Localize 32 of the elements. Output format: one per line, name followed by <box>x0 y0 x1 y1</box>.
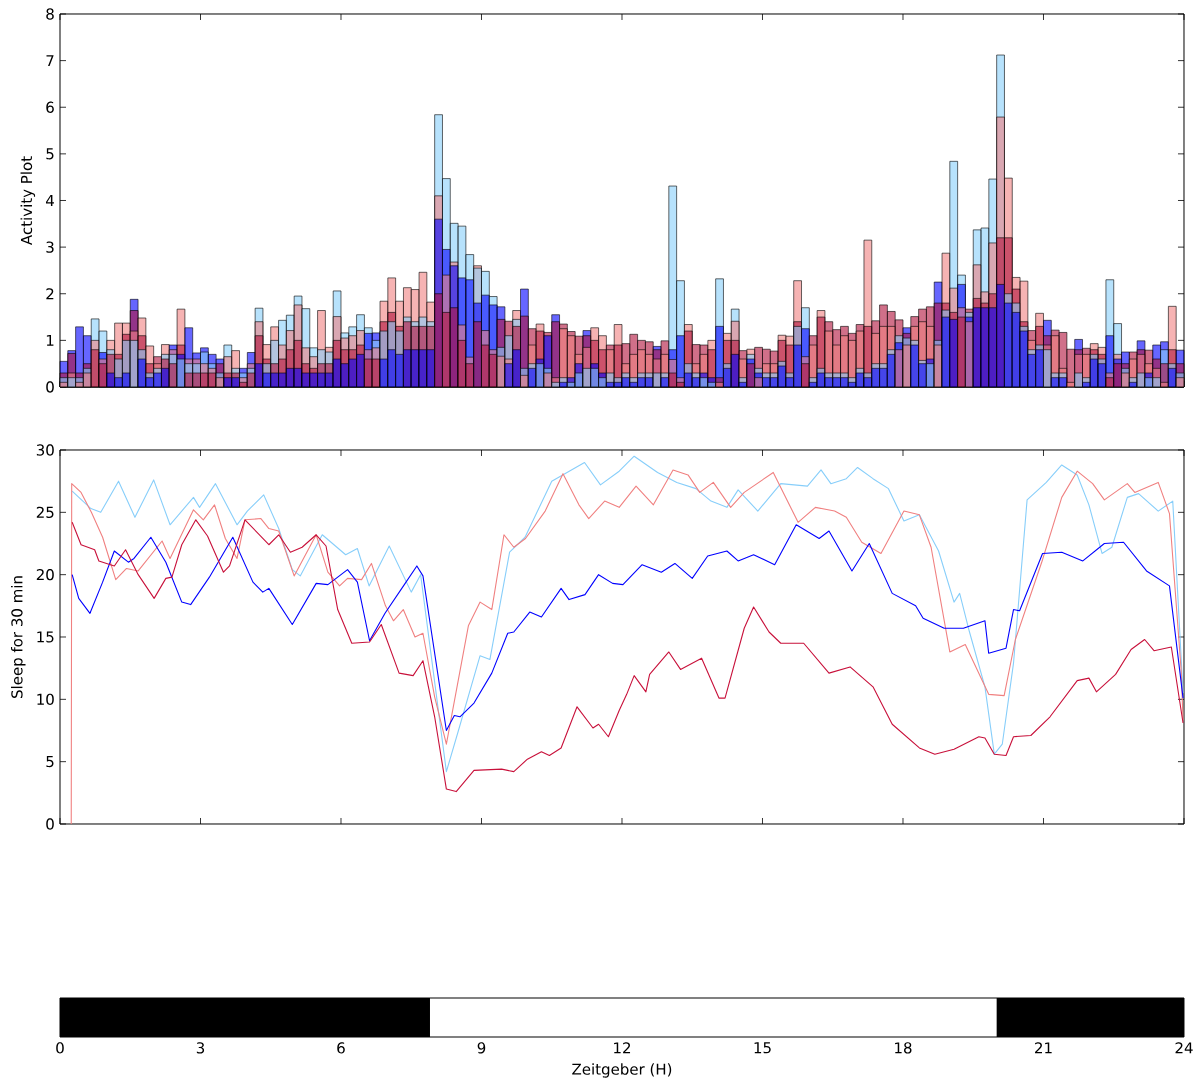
y-tick-label: 0 <box>46 818 54 830</box>
y-tick-label: 6 <box>46 101 54 113</box>
y-tick-label: 25 <box>36 506 54 519</box>
line-series <box>70 469 1184 825</box>
y-tick-label: 1 <box>46 334 54 346</box>
x-tick-label: 9 <box>477 1042 486 1054</box>
y-tick-label: 15 <box>37 631 54 643</box>
x-tick-label: 3 <box>196 1042 205 1054</box>
y-tick-label: 5 <box>46 756 54 768</box>
y-tick-label: 0 <box>46 381 54 393</box>
x-tick-label: 21 <box>1035 1042 1052 1054</box>
line-series <box>71 524 1184 732</box>
y-tick-label: 20 <box>36 568 54 581</box>
x-tick-label: 18 <box>895 1042 912 1054</box>
y-tick-label: 4 <box>45 195 54 206</box>
y-axis-title: Sleep for 30 min <box>11 576 26 698</box>
y-tick-label: 30 <box>36 444 54 456</box>
x-axis-title: Zeitgeber (H) <box>572 1063 672 1078</box>
line-series <box>71 455 1184 773</box>
x-tick-label: 6 <box>337 1042 345 1054</box>
y-tick-label: 2 <box>46 288 54 300</box>
line-series <box>71 519 1184 793</box>
x-tick-label: 12 <box>614 1042 631 1054</box>
x-tick-label: 24 <box>1175 1042 1193 1054</box>
y-tick-label: 10 <box>37 693 54 706</box>
x-tick-label: 15 <box>754 1042 771 1054</box>
y-tick-label: 5 <box>46 148 54 160</box>
y-tick-label: 8 <box>46 8 54 20</box>
y-tick-label: 7 <box>46 55 54 67</box>
y-tick-label: 3 <box>46 241 54 253</box>
x-tick-label: 0 <box>56 1042 64 1054</box>
y-axis-title: Activity Plot <box>20 156 36 245</box>
